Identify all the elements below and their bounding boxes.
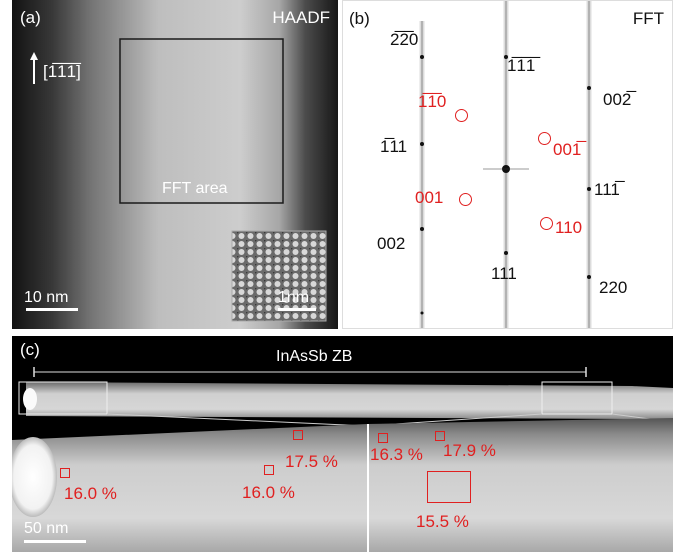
composition-box [427, 471, 471, 503]
direction-label: [1̅1̅1̅] [43, 62, 81, 81]
miller-index: 2̅2̅0 [390, 30, 419, 49]
panel-a-label: (a) [20, 8, 41, 27]
panel-c-scale-label: 50 nm [24, 520, 69, 537]
miller-index: 220 [599, 278, 628, 297]
main-scale-label: 10 nm [24, 289, 69, 306]
panel-c-label: (c) [20, 340, 40, 359]
fft-area-label: FFT area [162, 180, 228, 197]
fft-area-box [119, 38, 284, 204]
forbidden-spot-circle [459, 193, 472, 206]
miller-index: 111 [491, 264, 517, 283]
forbidden-spot-circle [455, 109, 468, 122]
composition-box [293, 430, 303, 440]
composition-label: 17.9 % [443, 441, 496, 460]
miller-index: 111̅ [594, 180, 620, 199]
inset-scale-label: 1nm [278, 289, 310, 306]
composition-label: 16.3 % [370, 445, 423, 464]
haadf-image [12, 0, 338, 329]
miller-index: 1̅11 [380, 137, 408, 156]
forbidden-spot-circle [540, 217, 553, 230]
main-scale-bar [26, 308, 78, 311]
composition-label: 16.0 % [242, 483, 295, 502]
fft-pattern [419, 1, 592, 328]
composition-box [60, 468, 70, 478]
forbidden-index: 001 [415, 188, 444, 207]
structure-label: InAsSb ZB [276, 348, 353, 365]
composition-label: 17.5 % [285, 452, 338, 471]
miller-index: 002̅ [603, 90, 632, 109]
zoom-box-left [18, 381, 108, 415]
miller-index: 1̅1̅1̅ [507, 56, 536, 75]
panel-c-nanowire: (c) InAsSb ZB 16.0 % 17.5 % 16.0 % 16.3 … [12, 336, 673, 552]
inset-scale-bar [278, 308, 316, 311]
panel-c-scale-bar [24, 540, 86, 543]
panel-b-label: (b) [349, 9, 370, 28]
lattice-inset [231, 230, 327, 322]
zoom-box-right [541, 381, 613, 415]
fft-mode-label: FFT [632, 9, 664, 28]
composition-box [264, 465, 274, 475]
panel-a-haadf-image: (a) HAADF [1̅1̅1̅] FFT area 10 nm 1nm [12, 0, 338, 329]
forbidden-spot-circle [538, 132, 551, 145]
composition-box [378, 433, 388, 443]
composition-label: 15.5 % [416, 512, 469, 531]
forbidden-index: 001̅ [553, 140, 582, 159]
miller-index: 002 [377, 234, 406, 253]
composition-label: 16.0 % [64, 484, 117, 503]
panel-b-fft: (b) FFT 2̅2̅0 1̅1̅1̅ 002̅ 1̅11 111̅ 002 … [342, 0, 673, 329]
nanowire-image [12, 367, 673, 552]
forbidden-index: 1̅1̅0 [418, 92, 447, 111]
forbidden-index: 110 [555, 218, 583, 237]
composition-box [435, 431, 445, 441]
haadf-mode-label: HAADF [272, 8, 330, 27]
